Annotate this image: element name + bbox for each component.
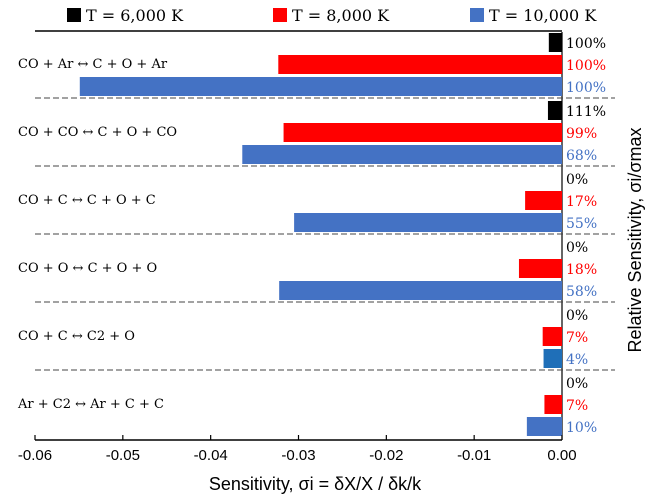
bar-r3-s2: [525, 191, 562, 210]
x-tick-label-2: -0.05: [106, 447, 140, 464]
bar-r5-s3: [543, 349, 562, 368]
relative-label-r6-s2: 7%: [566, 398, 588, 414]
relative-label-r5-s3: 4%: [566, 352, 588, 368]
bar-r1-s3: [79, 77, 563, 96]
legend-swatch-3: [470, 8, 484, 22]
relative-label-r4-s2: 18%: [566, 262, 597, 278]
bar-r5-s2: [542, 327, 562, 346]
x-tick-label-7: 0.00: [547, 447, 576, 464]
bar-r1-s1: [548, 33, 562, 52]
relative-label-r4-s3: 58%: [566, 284, 597, 300]
bar-r2-s1: [547, 101, 562, 120]
bar-r6-s3: [526, 417, 562, 436]
x-tick-label-6: -0.01: [457, 447, 491, 464]
legend-label-2: T = 8,000 K: [292, 6, 390, 25]
legend-label-1: T = 6,000 K: [86, 6, 184, 25]
relative-label-r2-s3: 68%: [566, 148, 597, 164]
bar-r1-s2: [278, 55, 562, 74]
right-axis-label: Relative Sensitivity, σi/σmax: [625, 128, 645, 353]
reaction-label-4: CO + O ↔ C + O + O: [18, 261, 157, 276]
relative-label-r1-s3: 100%: [566, 80, 606, 96]
bar-r4-s3: [279, 281, 562, 300]
reaction-label-2: CO + CO ↔ C + O + CO: [18, 125, 177, 140]
legend-swatch-1: [67, 8, 81, 22]
reaction-label-3: CO + C ↔ C + O + C: [18, 193, 156, 208]
relative-label-r3-s3: 55%: [566, 216, 597, 232]
relative-label-r4-s1: 0%: [566, 240, 588, 256]
relative-label-r6-s3: 10%: [566, 420, 597, 436]
relative-label-r1-s2: 100%: [566, 58, 606, 74]
x-tick-label-4: -0.03: [281, 447, 315, 464]
reaction-label-1: CO + Ar ↔ C + O + Ar: [18, 57, 168, 72]
bar-r4-s2: [518, 259, 562, 278]
relative-label-r5-s1: 0%: [566, 308, 588, 324]
bar-r2-s3: [242, 145, 562, 164]
relative-label-r3-s2: 17%: [566, 194, 597, 210]
relative-label-r2-s1: 111%: [566, 104, 606, 120]
relative-label-r6-s1: 0%: [566, 376, 588, 392]
legend-swatch-2: [273, 8, 287, 22]
x-tick-label-5: -0.02: [369, 447, 403, 464]
legend-label-3: T = 10,000 K: [489, 6, 597, 25]
reaction-label-6: Ar + C2 ↔ Ar + C + C: [17, 397, 164, 412]
relative-label-r3-s1: 0%: [566, 172, 588, 188]
bar-r3-s3: [294, 213, 562, 232]
relative-label-r5-s2: 7%: [566, 330, 588, 346]
relative-label-r2-s2: 99%: [566, 126, 597, 142]
bar-r6-s2: [544, 395, 562, 414]
relative-label-r1-s1: 100%: [566, 36, 606, 52]
bar-r2-s2: [283, 123, 562, 142]
x-tick-label-3: -0.04: [194, 447, 228, 464]
x-axis-label: Sensitivity, σi = δX/X / δk/k: [209, 474, 422, 494]
x-tick-label-1: -0.06: [18, 447, 52, 464]
reaction-label-5: CO + C ↔ C2 + O: [18, 329, 135, 344]
